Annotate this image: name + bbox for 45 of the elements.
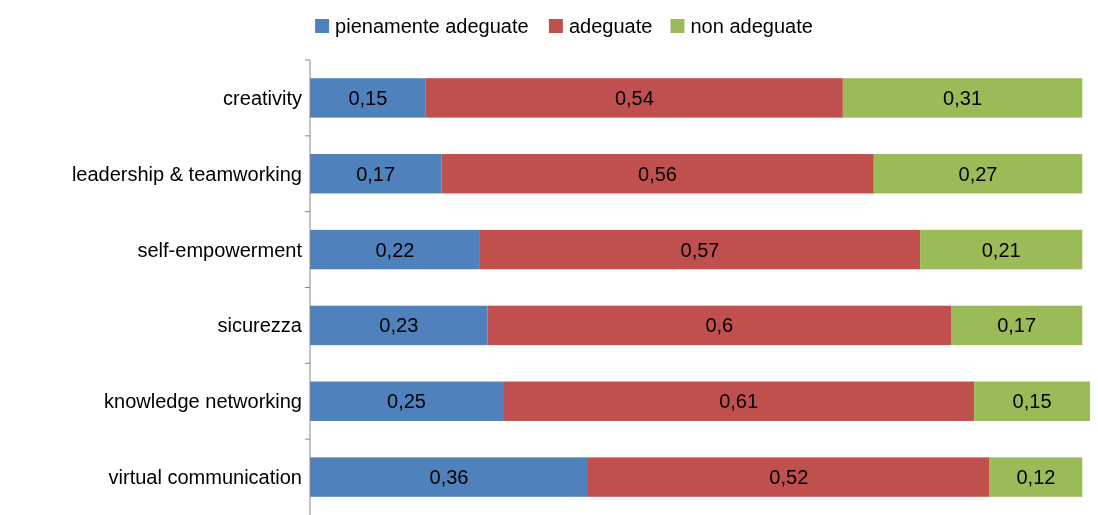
- bar: [310, 229, 480, 270]
- bar: [588, 457, 990, 497]
- y-tick-label: self-empowerment: [137, 238, 303, 261]
- data-label: 0,31: [943, 86, 983, 109]
- y-tick-label: knowledge networking: [104, 390, 302, 413]
- bar: [873, 154, 1083, 194]
- bar: [974, 381, 1090, 421]
- bar: [842, 78, 1083, 118]
- legend-label: non adeguate: [690, 15, 813, 37]
- data-label: 0,54: [614, 86, 654, 109]
- data-label: 0,56: [638, 162, 677, 185]
- bar: [479, 229, 921, 270]
- data-label: 0,23: [379, 314, 419, 337]
- data-label: 0,52: [769, 466, 809, 489]
- legend-label: adeguate: [568, 15, 653, 37]
- bar: [487, 305, 951, 346]
- y-tick-label: leadership & teamworking: [71, 162, 302, 185]
- y-tick-label: virtual communication: [108, 466, 302, 489]
- bar: [425, 78, 843, 118]
- bar: [989, 457, 1083, 497]
- data-label: 0,25: [387, 390, 426, 413]
- bar: [310, 78, 426, 118]
- data-label: 0,57: [680, 238, 720, 261]
- data-label: 0,12: [1016, 466, 1056, 489]
- data-label: 0,15: [1012, 390, 1052, 413]
- bar: [310, 154, 442, 194]
- data-label: 0,17: [997, 314, 1037, 337]
- data-label: 0,61: [719, 390, 759, 413]
- data-label: 0,6: [705, 314, 734, 337]
- bar: [920, 229, 1083, 270]
- bar: [310, 305, 488, 346]
- bar: [310, 381, 504, 421]
- bar: [950, 305, 1083, 346]
- data-label: 0,22: [375, 238, 415, 261]
- data-label: 0,27: [958, 162, 998, 185]
- legend-label: pienamente adeguate: [335, 15, 529, 37]
- y-tick-label: creativity: [223, 86, 302, 109]
- data-label: 0,15: [348, 86, 388, 109]
- data-label: 0,17: [356, 162, 396, 185]
- bar: [503, 381, 975, 421]
- y-tick-label: sicurezza: [217, 314, 303, 337]
- bar: [441, 154, 874, 194]
- bar: [310, 457, 589, 497]
- data-label: 0,36: [429, 466, 469, 489]
- data-label: 0,21: [981, 238, 1021, 261]
